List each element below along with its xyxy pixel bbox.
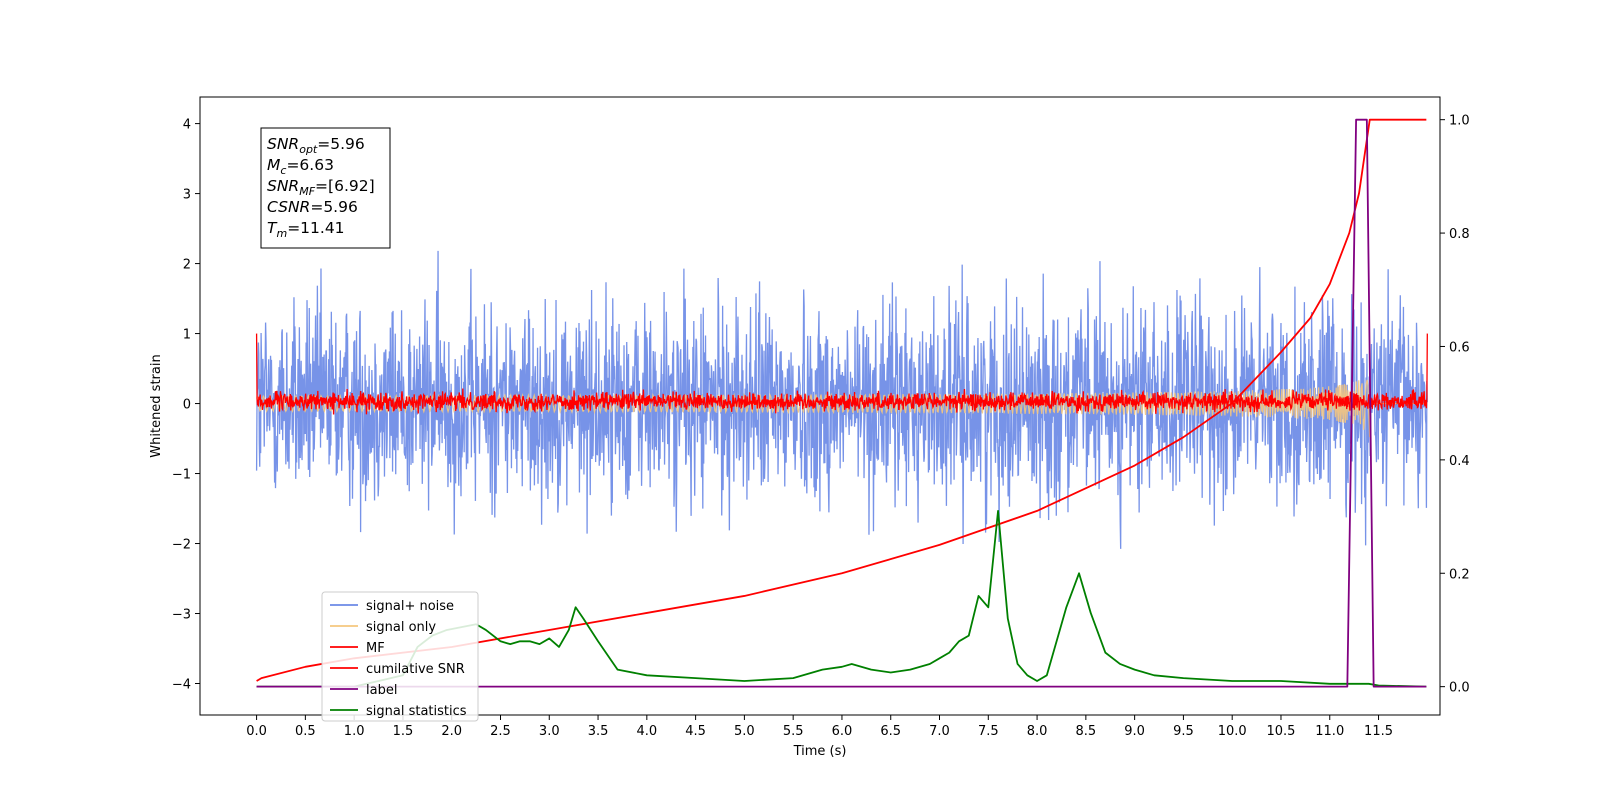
y-tick-label: 4 bbox=[183, 118, 191, 133]
series-signal-noise bbox=[255, 250, 1428, 549]
x-tick-label: 5.0 bbox=[734, 724, 755, 739]
x-axis-label: Time (s) bbox=[793, 744, 847, 759]
y2-tick-label: 0.2 bbox=[1449, 567, 1470, 582]
annotation-symbol: SNR bbox=[267, 135, 299, 153]
annotation-subscript: opt bbox=[299, 143, 318, 156]
y-axis-label: Whitened strain bbox=[149, 354, 164, 457]
legend: signal+ noise signal only MF cumilative SNR… bbox=[321, 591, 479, 722]
x-tick-label: 11.5 bbox=[1364, 724, 1393, 739]
annotation-symbol: M bbox=[267, 156, 280, 174]
x-tick-label: 7.5 bbox=[978, 724, 999, 739]
annotation-line: Tm=11.41 bbox=[267, 219, 345, 240]
y-tick-label: −1 bbox=[172, 468, 191, 483]
annotation-value: =5.96 bbox=[317, 135, 365, 153]
annotation-line: SNRopt=5.96 bbox=[267, 135, 365, 156]
annotation-line: Mc=6.63 bbox=[267, 156, 334, 177]
legend-label: signal only bbox=[366, 620, 436, 635]
series-mf bbox=[255, 333, 1428, 415]
y-tick-label: 2 bbox=[183, 258, 191, 273]
annotation-frame bbox=[260, 127, 391, 249]
y-tick-label: 0 bbox=[183, 398, 191, 413]
y2-tick-label: 0.6 bbox=[1449, 340, 1470, 355]
x-tick-label: 4.5 bbox=[685, 724, 706, 739]
legend-label: label bbox=[366, 683, 397, 698]
annotation-line: CSNR=5.96 bbox=[267, 198, 358, 216]
annotation-line: SNRMF=[6.92] bbox=[267, 177, 375, 198]
annotation-subscript: m bbox=[276, 227, 287, 240]
legend-frame bbox=[321, 591, 479, 722]
legend-label: signal+ noise bbox=[366, 599, 454, 614]
y2-tick-label: 0.0 bbox=[1449, 681, 1470, 696]
annotation-value: =5.96 bbox=[310, 198, 358, 216]
legend-label: MF bbox=[366, 641, 385, 656]
x-tick-label: 9.0 bbox=[1124, 724, 1145, 739]
annotation-box: SNRopt=5.96Mc=6.63SNRMF=[6.92]CSNR=5.96T… bbox=[260, 127, 391, 249]
x-tick-label: 2.5 bbox=[490, 724, 511, 739]
y-tick-label: −2 bbox=[172, 538, 191, 553]
x-tick-label: 7.0 bbox=[929, 724, 950, 739]
series-signal-statistics bbox=[256, 509, 1427, 688]
annotation-value: =[6.92] bbox=[315, 177, 375, 195]
legend-label: cumilative SNR bbox=[366, 662, 465, 677]
x-tick-label: 6.0 bbox=[832, 724, 853, 739]
x-tick-label: 3.5 bbox=[588, 724, 609, 739]
y-tick-label: 1 bbox=[183, 328, 191, 343]
x-tick-label: 11.0 bbox=[1315, 724, 1344, 739]
x-tick-label: 10.0 bbox=[1218, 724, 1247, 739]
x-tick-label: 8.0 bbox=[1027, 724, 1048, 739]
x-tick-label: 0.0 bbox=[246, 724, 267, 739]
x-tick-label: 3.0 bbox=[539, 724, 560, 739]
annotation-value: =11.41 bbox=[287, 219, 344, 237]
series-label bbox=[256, 118, 1427, 688]
annotation-subscript: c bbox=[280, 164, 286, 177]
annotation-symbol: SNR bbox=[267, 177, 299, 195]
x-tick-label: 8.5 bbox=[1076, 724, 1097, 739]
y2-tick-label: 1.0 bbox=[1449, 114, 1470, 129]
annotation-value: =6.63 bbox=[286, 156, 334, 174]
x-tick-label: 0.5 bbox=[295, 724, 316, 739]
y-tick-label: −3 bbox=[172, 608, 191, 623]
x-tick-label: 1.5 bbox=[393, 724, 414, 739]
axes-frame bbox=[199, 96, 1441, 716]
y2-tick-label: 0.8 bbox=[1449, 227, 1470, 242]
x-tick-label: 4.0 bbox=[636, 724, 657, 739]
legend-label: signal statistics bbox=[366, 704, 467, 719]
x-tick-label: 6.5 bbox=[880, 724, 901, 739]
annotation-symbol: CSNR bbox=[267, 198, 310, 216]
y-tick-label: −4 bbox=[172, 678, 191, 693]
x-tick-label: 5.5 bbox=[783, 724, 804, 739]
y2-tick-label: 0.4 bbox=[1449, 454, 1470, 469]
y-tick-label: 3 bbox=[183, 188, 191, 203]
x-tick-label: 2.0 bbox=[441, 724, 462, 739]
x-tick-label: 9.5 bbox=[1173, 724, 1194, 739]
annotation-symbol: T bbox=[267, 219, 278, 237]
ticks-layer: 0.0 0.5 1.0 1.5 2.0 2.5 3.0 3.5 4.0 4.5 5.0 5.5 6.0 6… bbox=[172, 114, 1470, 739]
x-tick-label: 10.5 bbox=[1266, 724, 1295, 739]
x-tick-label: 1.0 bbox=[344, 724, 365, 739]
annotation-subscript: MF bbox=[299, 185, 315, 198]
